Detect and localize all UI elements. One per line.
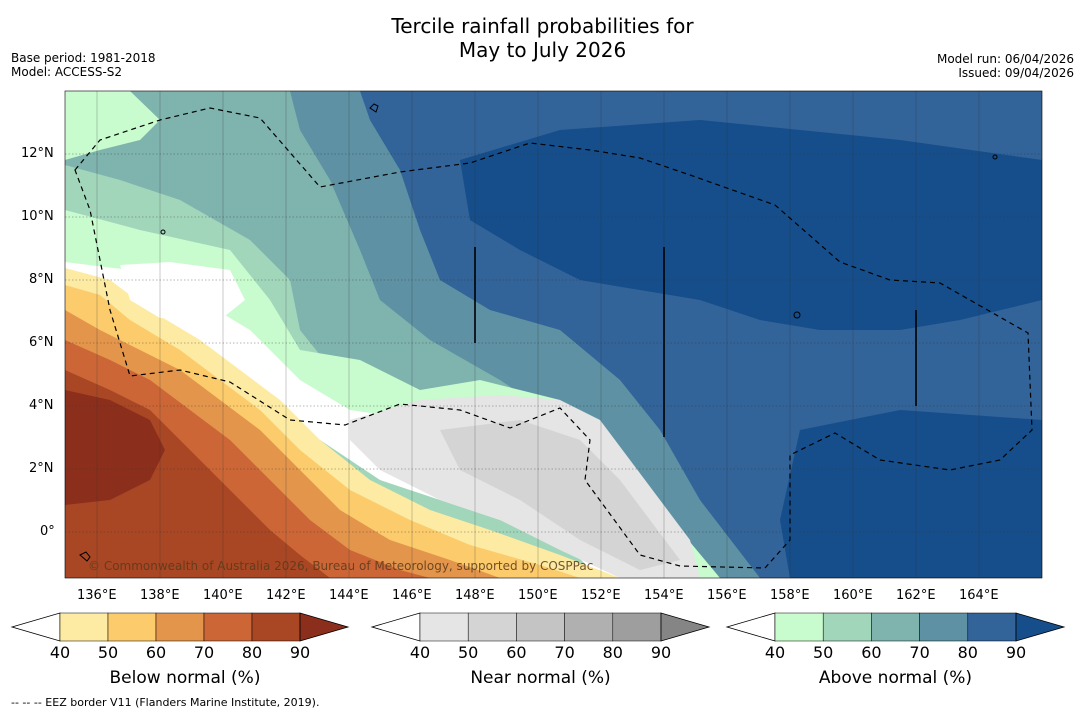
neutral-patch [120, 262, 245, 320]
lon-label-156e: 156°E [707, 588, 747, 603]
colorbar-tick: 40 [49, 643, 71, 662]
colorbar-label-below: Below normal (%) [109, 668, 261, 688]
colorbar-tick: 70 [193, 643, 215, 662]
below-normal-max-region [65, 390, 165, 505]
copyright-notice: © Commonwealth of Australia 2026, Bureau… [88, 559, 594, 573]
colorbar-segment [516, 612, 565, 642]
colorbar-tick: 70 [554, 643, 575, 662]
colorbar-tick: 40 [764, 643, 786, 662]
lon-label-154e: 154°E [644, 588, 684, 603]
lon-label-158e: 158°E [770, 588, 810, 603]
colorbar-segment [251, 612, 301, 642]
title-line-2: May to July 2026 [458, 38, 627, 62]
boundary-lines [474, 247, 917, 437]
islands [79, 103, 998, 562]
lon-label-136e: 136°E [77, 588, 117, 603]
colorbar-tick: 90 [650, 643, 672, 662]
lat-label-6n: 6°N [29, 335, 54, 350]
model-name: Model: ACCESS-S2 [11, 65, 123, 79]
map-field [65, 91, 1042, 578]
colorbar-segment [919, 612, 969, 642]
lon-label-152e: 152°E [581, 588, 621, 603]
above-90-region-north [460, 120, 1042, 330]
colorbar-tick: 50 [813, 643, 834, 662]
model-run-date: Model run: 06/04/2026 [936, 52, 1074, 66]
colorbar-segment [967, 612, 1017, 642]
colorbar-tick: 90 [289, 643, 311, 662]
lat-label-2n: 2°N [29, 461, 54, 476]
lon-label-160e: 160°E [833, 588, 873, 603]
above-50-region-nw [65, 91, 160, 160]
lat-label-8n: 8°N [29, 272, 54, 287]
colorbar-segment [467, 612, 517, 642]
lat-label-12n: 12°N [21, 146, 54, 161]
colorbar-tick: 90 [1005, 643, 1027, 662]
colorbar-tick: 60 [506, 643, 527, 662]
colorbar-extend-low [370, 612, 421, 642]
title-line-1: Tercile rainfall probabilities for [391, 14, 694, 38]
eez-border [74, 107, 1033, 569]
lon-label-142e: 142°E [266, 588, 306, 603]
colorbar-extend-high [299, 612, 350, 642]
colorbar-tick: 50 [458, 643, 479, 662]
lon-label-138e: 138°E [140, 588, 180, 603]
colorbar-segment [419, 612, 469, 642]
colorbar-segment [203, 612, 253, 642]
lon-label-140e: 140°E [203, 588, 243, 603]
lon-label-150e: 150°E [518, 588, 558, 603]
near-normal-60-region [440, 420, 680, 570]
colorbar-segment [59, 612, 109, 642]
eez-footnote: -- -- -- EEZ border V11 (Flanders Marine… [11, 696, 320, 709]
colorbar-tick: 40 [409, 643, 431, 662]
colorbar-segment [564, 612, 614, 642]
map-frame [64, 90, 1043, 579]
colorbar-near-normal [370, 612, 711, 642]
colorbar-extend-high [1015, 612, 1066, 642]
colorbar-tick: 80 [957, 643, 978, 662]
lon-label-162e: 162°E [896, 588, 936, 603]
colorbar-tick: 50 [97, 643, 119, 662]
colorbar-tick: 60 [145, 643, 167, 662]
lon-label-144e: 144°E [329, 588, 369, 603]
colorbar-tick: 60 [861, 643, 882, 662]
colorbar-above-normal [725, 612, 1066, 642]
colorbar-label-above: Above normal (%) [818, 668, 973, 688]
colorbar-label-near: Near normal (%) [470, 668, 611, 688]
lon-label-146e: 146°E [392, 588, 432, 603]
colorbar-segment [822, 612, 872, 642]
base-period: Base period: 1981-2018 [11, 51, 156, 65]
colorbar-segment [155, 612, 205, 642]
issued-date: Issued: 09/04/2026 [958, 66, 1074, 80]
lat-label-0: 0° [40, 524, 55, 539]
colorbar-segment [774, 612, 824, 642]
lon-label-164e: 164°E [959, 588, 999, 603]
lat-label-4n: 4°N [29, 398, 54, 413]
colorbar-segment [871, 612, 920, 642]
colorbar-tick: 70 [909, 643, 930, 662]
colorbar-extend-low [725, 612, 776, 642]
colorbar-segment [107, 612, 157, 642]
colorbar-tick: 80 [241, 643, 263, 662]
colorbar-tick: 80 [602, 643, 623, 662]
colorbar-extend-low [10, 612, 61, 642]
colorbars [10, 612, 1066, 642]
colorbar-extend-high [660, 612, 711, 642]
colorbar-segment [612, 612, 662, 642]
above-90-region-south [780, 410, 1042, 578]
lon-label-148e: 148°E [455, 588, 495, 603]
colorbar-below-normal [10, 612, 350, 642]
lat-label-10n: 10°N [21, 209, 54, 224]
